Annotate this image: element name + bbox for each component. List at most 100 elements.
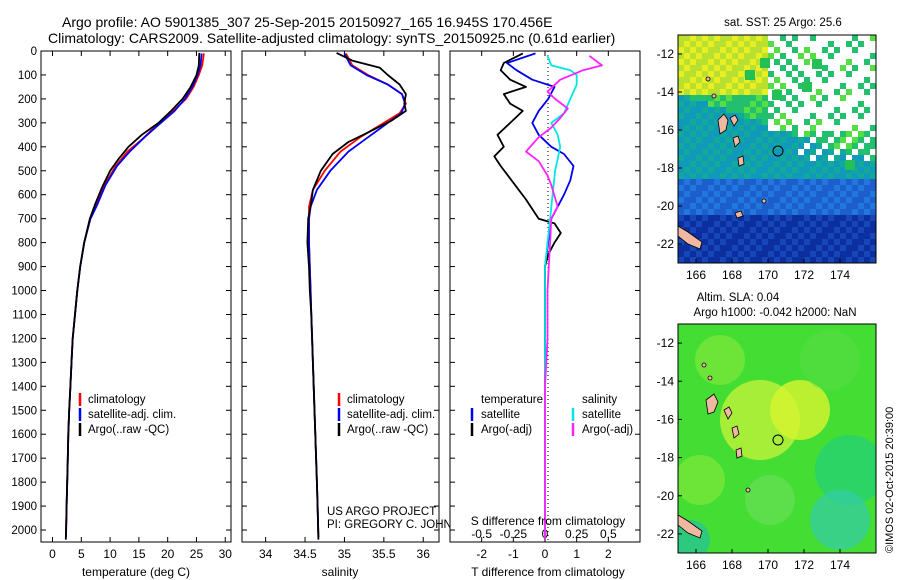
sst-cell xyxy=(834,233,840,239)
land-vanuatu-3 xyxy=(731,425,740,439)
sst-cell xyxy=(720,77,726,83)
sst-cell xyxy=(696,101,702,107)
sst-cell xyxy=(708,155,714,161)
sst-cell xyxy=(708,65,714,71)
sst-cell xyxy=(726,137,732,143)
sst-cell xyxy=(744,119,750,125)
sst-cell xyxy=(756,35,762,41)
lon-tick-label: 170 xyxy=(758,558,778,572)
sst-cell xyxy=(858,197,864,203)
sst-cell xyxy=(684,77,690,83)
sst-cell xyxy=(852,185,858,191)
sst-cell xyxy=(732,245,738,251)
t-tick-label: 2 xyxy=(605,547,612,561)
sst-cell xyxy=(738,107,744,113)
sst-cell xyxy=(738,167,744,173)
sst-cell xyxy=(726,221,732,227)
sst-cell xyxy=(780,143,786,149)
sst-cell xyxy=(822,203,828,209)
sst-cell xyxy=(684,215,690,221)
sst-cell xyxy=(804,137,810,143)
s-difference-xlabel: S difference from climatology xyxy=(471,514,626,528)
sst-cell xyxy=(702,41,708,47)
sst-cell xyxy=(690,155,696,161)
sst-cell xyxy=(684,47,690,53)
sst-cell xyxy=(732,227,738,233)
sst-cell xyxy=(768,41,774,47)
sst-cell xyxy=(750,245,756,251)
sst-cell xyxy=(858,227,864,233)
sst-cell xyxy=(714,149,720,155)
sst-cell xyxy=(846,131,852,137)
sst-cell xyxy=(714,185,720,191)
sst-cell xyxy=(870,197,876,203)
sst-cell xyxy=(690,119,696,125)
sst-cell xyxy=(678,161,684,167)
sst-cell xyxy=(828,143,834,149)
sst-cell xyxy=(726,149,732,155)
land-islet-2 xyxy=(711,93,717,99)
sst-cell xyxy=(702,209,708,215)
sst-cell xyxy=(738,77,744,83)
sst-cell xyxy=(720,59,726,65)
sst-cell xyxy=(762,251,768,257)
sst-cell xyxy=(738,233,744,239)
sst-cell xyxy=(732,35,738,41)
sst-cell xyxy=(780,251,786,257)
sst-cell xyxy=(798,179,804,185)
sst-cell xyxy=(738,251,744,257)
header-line1: Argo profile: AO 5901385_307 25-Sep-2015… xyxy=(62,14,552,30)
sst-cell xyxy=(852,125,858,131)
sst-cell xyxy=(840,221,846,227)
sst-cell xyxy=(756,65,762,71)
sst-cell xyxy=(702,35,708,41)
sst-cell xyxy=(762,119,768,125)
sla-blob xyxy=(800,330,860,390)
sst-cell xyxy=(780,131,786,137)
sst-cell xyxy=(696,161,702,167)
sst-cell xyxy=(726,119,732,125)
sst-cell xyxy=(756,179,762,185)
sst-cell xyxy=(726,161,732,167)
sst-cell xyxy=(750,233,756,239)
sst-map-frame xyxy=(677,34,877,264)
sst-cell xyxy=(864,245,870,251)
sst-cell xyxy=(792,197,798,203)
sst-cell xyxy=(762,215,768,221)
salinity-lines xyxy=(306,52,407,540)
sst-cell xyxy=(870,203,876,209)
sst-cell xyxy=(846,215,852,221)
sst-cell xyxy=(720,107,726,113)
x-tick-label: 0 xyxy=(49,547,56,561)
sst-cell xyxy=(870,125,876,131)
sst-cell xyxy=(684,185,690,191)
sst-cell xyxy=(708,197,714,203)
sst-cell xyxy=(792,35,798,41)
lat-tick-label: -16 xyxy=(657,123,675,137)
sst-cell xyxy=(744,59,750,65)
sst-cell xyxy=(714,125,720,131)
y-tick-label: 1700 xyxy=(11,453,37,465)
sst-cell xyxy=(750,149,756,155)
sst-cell xyxy=(696,227,702,233)
sst-cell xyxy=(702,53,708,59)
sst-cell xyxy=(804,203,810,209)
sst-cell xyxy=(726,155,732,161)
sst-cell xyxy=(738,197,744,203)
sst-cell xyxy=(732,257,738,263)
sst-cell xyxy=(690,161,696,167)
sst-cell xyxy=(810,203,816,209)
sst-cell xyxy=(828,209,834,215)
sst-cell xyxy=(762,77,768,83)
sst-cell xyxy=(774,227,780,233)
sst-cell xyxy=(774,77,780,83)
sst-cell xyxy=(708,131,714,137)
sst-cell xyxy=(780,209,786,215)
sst-cell xyxy=(864,59,870,65)
sst-cell xyxy=(858,173,864,179)
sst-cell xyxy=(696,89,702,95)
series-line-argo-raw-qc- xyxy=(306,52,407,540)
sst-cell xyxy=(696,143,702,149)
sst-cell xyxy=(732,89,738,95)
